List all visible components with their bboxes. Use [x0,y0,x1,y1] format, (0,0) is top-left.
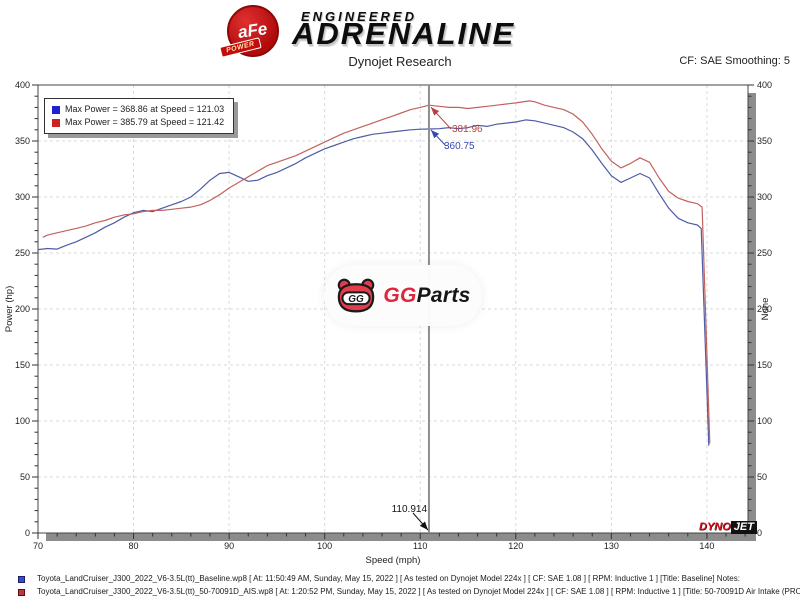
y-tick-label-right: 0 [757,528,762,538]
adrenaline-label: ADRENALINE [292,16,516,51]
cursor-speed-label: 110.914 [391,504,427,515]
legend-swatch-blue [52,105,60,114]
x-axis-title: Speed (mph) [366,555,421,566]
run-bullet-red-icon [18,589,25,596]
run-file-text-baseline: Toyota_LandCruiser_J300_2022_V6-3.5L(tt)… [37,574,740,583]
y-tick-label-left: 50 [20,472,30,482]
legend-label-baseline: Max Power = 368.86 at Speed = 121.03 [65,104,225,114]
y-tick-label-left: 250 [15,248,30,258]
cursor-red-value-label: 381.96 [452,124,483,135]
ggparts-mascot-icon: GG [338,278,375,312]
y-tick-label-left: 150 [15,360,30,370]
y-tick-label-right: 50 [757,472,767,482]
y-tick-label-right: 350 [757,136,772,146]
y-tick-label-right: 250 [757,248,772,258]
x-tick-label: 110 [413,541,427,551]
legend: Max Power = 368.86 at Speed = 121.03 Max… [44,98,235,134]
x-tick-label: 140 [699,541,714,551]
x-tick-label: 130 [604,541,619,551]
x-tick-label: 100 [317,541,332,551]
y-tick-label-right: 150 [757,360,772,370]
y-axis-title-left: Power (hp) [4,286,15,332]
engineered-label: ENGINEERED [301,9,417,24]
y-tick-label-left: 0 [25,528,30,538]
ggparts-brand-text: GGParts [383,283,471,307]
legend-row-intake: Max Power = 385.79 at Speed = 121.42 [52,116,224,129]
annotation-arrow-head [419,521,428,530]
x-tick-label: 120 [508,541,523,551]
y-tick-label-right: 200 [757,304,772,314]
ggparts-watermark: GG GGParts [324,265,482,326]
y-tick-label-left: 300 [15,192,30,202]
y-tick-label-left: 400 [15,80,30,90]
y-tick-label-left: 200 [15,304,30,314]
legend-swatch-red [52,118,60,127]
y-axis-title-right: None [760,298,771,321]
legend-row-baseline: Max Power = 368.86 at Speed = 121.03 [52,103,224,116]
dynojet-logo: DYNO JET [699,521,757,534]
svg-text:GG: GG [349,293,365,304]
y-tick-label-left: 100 [15,416,30,426]
y-tick-label-right: 100 [757,416,772,426]
annotation-arrow-head [431,130,440,139]
y-tick-label-right: 300 [757,192,772,202]
y-tick-label-right: 400 [757,80,772,90]
run-file-row-intake: Toyota_LandCruiser_J300_2022_V6-3.5L(tt)… [18,587,800,596]
legend-label-intake: Max Power = 385.79 at Speed = 121.42 [65,117,225,127]
x-tick-label: 90 [224,541,234,551]
x-tick-label: 80 [129,541,139,551]
y-tick-label-left: 350 [15,136,30,146]
power-curve-intake [42,100,711,444]
afe-power-logo: aFe POWER [219,5,279,58]
x-tick-label: 70 [33,541,43,551]
run-bullet-blue-icon [18,576,25,583]
run-file-row-baseline: Toyota_LandCruiser_J300_2022_V6-3.5L(tt)… [18,574,800,583]
power-curve-baseline [37,119,710,446]
page-title: Dynojet Research [348,54,452,69]
run-file-text-intake: Toyota_LandCruiser_J300_2022_V6-3.5L(tt)… [37,587,800,596]
cursor-blue-value-label: 360.75 [444,141,475,152]
smoothing-setting: CF: SAE Smoothing: 5 [679,55,790,67]
annotation-arrow-head [431,107,440,116]
